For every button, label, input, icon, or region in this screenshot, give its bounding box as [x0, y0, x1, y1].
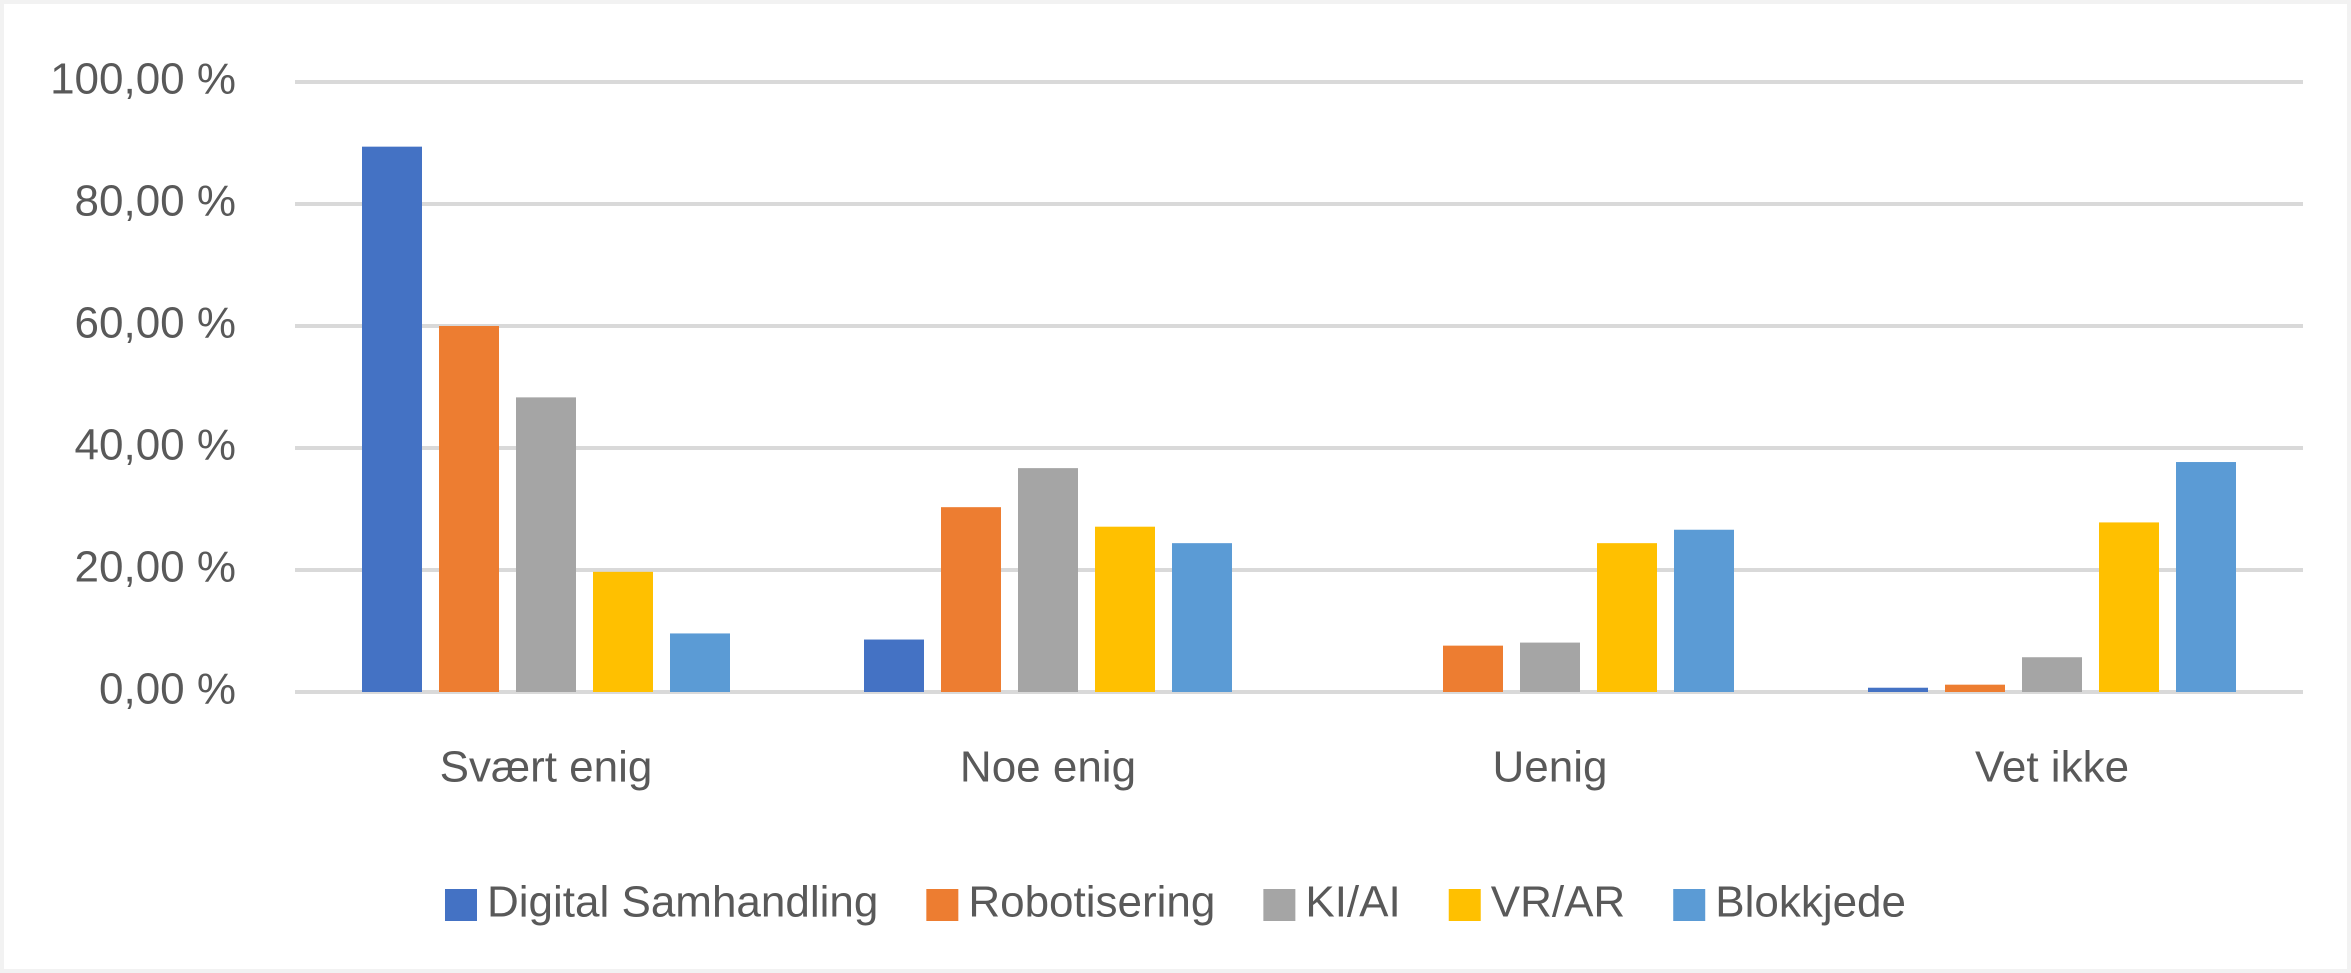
legend-label: Blokkjede	[1715, 878, 1906, 927]
bar	[1520, 642, 1580, 692]
bar	[593, 571, 653, 692]
y-tick-label: 80,00 %	[75, 177, 236, 226]
legend-label: Robotisering	[968, 878, 1215, 927]
legend-label: Digital Samhandling	[487, 878, 878, 927]
y-tick-label: 40,00 %	[75, 421, 236, 470]
bar	[1868, 687, 1928, 692]
bar	[1018, 468, 1078, 692]
legend-swatch	[1263, 889, 1296, 921]
legend-swatch	[926, 889, 959, 921]
y-tick-label: 0,00 %	[99, 665, 236, 714]
legend-label: VR/AR	[1491, 878, 1625, 927]
bar	[516, 397, 576, 692]
legend-swatch	[444, 889, 477, 921]
bar	[941, 507, 1001, 692]
x-tick-label: Noe enig	[960, 743, 1136, 792]
bar	[1597, 543, 1657, 692]
chart-area	[4, 4, 2347, 969]
bar	[439, 326, 499, 692]
bar	[2176, 462, 2236, 692]
x-tick-label: Vet ikke	[1975, 743, 2129, 792]
bar	[362, 146, 422, 692]
x-tick-label: Uenig	[1493, 743, 1608, 792]
x-tick-label: Svært enig	[440, 743, 653, 792]
legend-swatch	[1448, 889, 1481, 921]
bar	[1095, 526, 1155, 692]
y-tick-label: 100,00 %	[50, 55, 236, 104]
bar	[2022, 657, 2082, 692]
legend-swatch	[1673, 889, 1706, 921]
bar	[1945, 684, 2005, 692]
legend-label: KI/AI	[1305, 878, 1400, 927]
bar	[1172, 543, 1232, 692]
bar	[1674, 529, 1734, 692]
bar	[864, 639, 924, 692]
bar	[670, 633, 730, 692]
y-tick-label: 20,00 %	[75, 543, 236, 592]
bar	[1443, 645, 1503, 692]
y-tick-label: 60,00 %	[75, 299, 236, 348]
bar	[2099, 522, 2159, 692]
